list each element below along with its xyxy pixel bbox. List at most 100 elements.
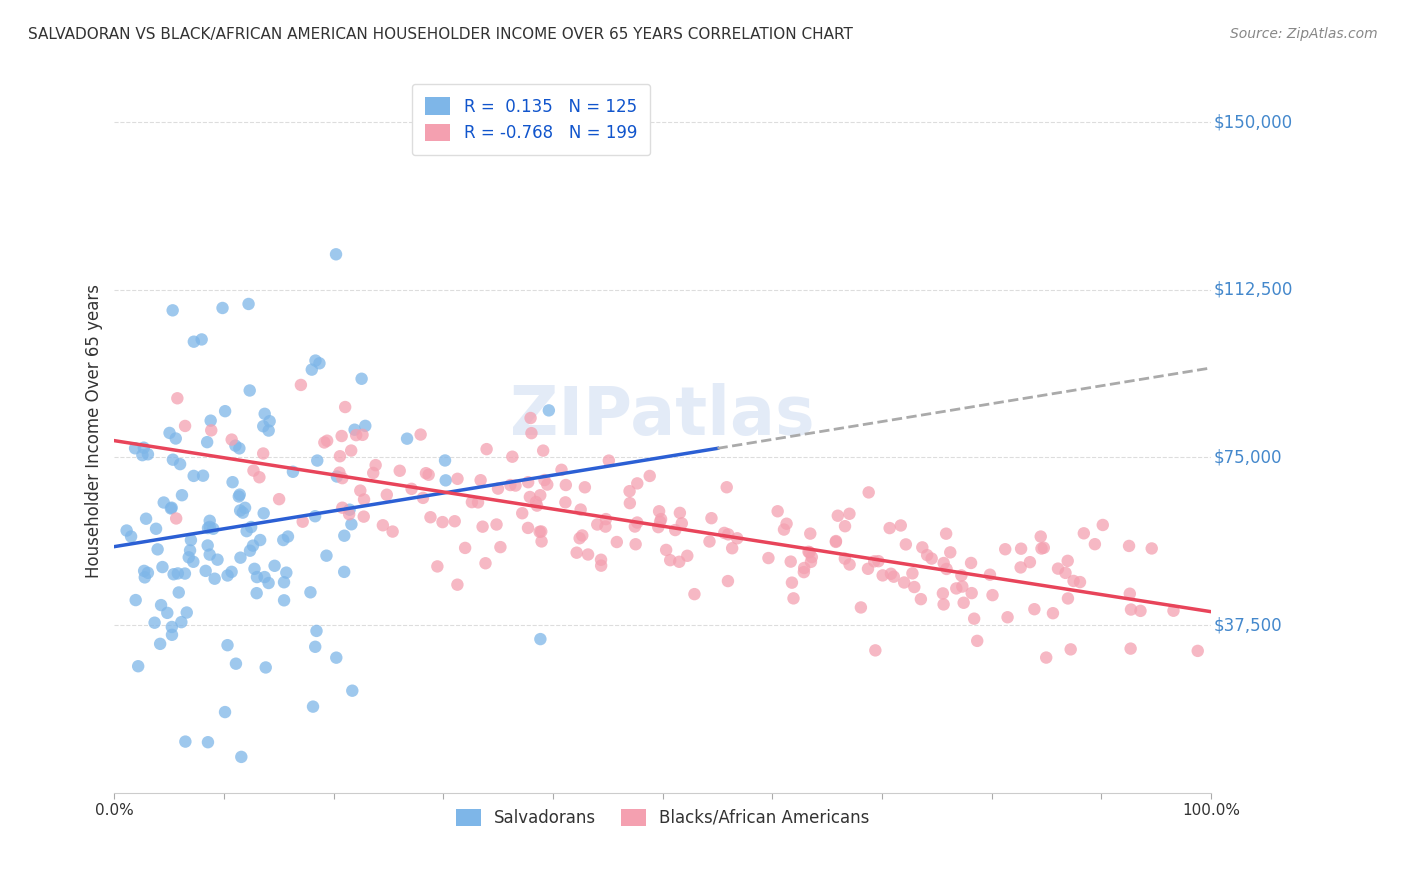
Point (1047, 561, 1070, 575)
Point (308, 356, 330, 370)
Point (529, 488, 551, 502)
Point (565, 546, 588, 560)
Point (330, 429, 353, 443)
Point (165, 432, 187, 446)
Point (418, 467, 440, 482)
Point (517, 475, 540, 490)
Point (1119, 602, 1142, 616)
Point (353, 492, 375, 507)
Point (197, 539, 219, 553)
Point (1024, 602, 1046, 616)
Point (249, 533, 271, 547)
Point (291, 515, 314, 529)
Point (966, 633, 988, 648)
Point (911, 541, 934, 555)
Point (134, 570, 156, 584)
Point (624, 519, 647, 533)
Point (598, 453, 620, 467)
Point (1031, 541, 1053, 556)
Point (773, 523, 796, 537)
Point (650, 512, 672, 526)
Point (524, 495, 547, 509)
Point (160, 501, 183, 516)
Point (169, 457, 191, 471)
Point (353, 509, 375, 524)
Point (606, 535, 628, 549)
Point (664, 523, 686, 537)
Point (174, 419, 197, 434)
Point (824, 535, 846, 549)
Point (342, 683, 364, 698)
Point (235, 524, 257, 538)
Point (273, 575, 295, 590)
Point (1010, 541, 1032, 556)
Point (960, 556, 983, 570)
Point (550, 463, 572, 477)
Point (960, 586, 983, 600)
Point (325, 650, 347, 665)
Point (471, 519, 494, 533)
Point (800, 550, 823, 565)
Point (162, 303, 184, 318)
Point (273, 593, 295, 607)
Point (197, 735, 219, 749)
Legend: Salvadorans, Blacks/African Americans: Salvadorans, Blacks/African Americans (447, 800, 879, 835)
Point (135, 512, 157, 526)
Point (198, 548, 221, 562)
Point (239, 543, 262, 558)
Point (979, 567, 1001, 582)
Point (499, 478, 522, 492)
Point (361, 466, 384, 480)
Point (176, 606, 198, 620)
Point (1042, 606, 1064, 620)
Point (619, 496, 641, 510)
Point (330, 500, 353, 515)
Point (865, 643, 887, 657)
Point (316, 434, 339, 448)
Point (717, 527, 740, 541)
Point (624, 537, 647, 551)
Point (669, 506, 692, 520)
Point (586, 517, 609, 532)
Point (950, 568, 973, 582)
Point (1187, 644, 1209, 658)
Point (156, 606, 179, 620)
Point (228, 442, 250, 456)
Point (901, 566, 924, 581)
Point (174, 734, 197, 748)
Point (758, 551, 780, 566)
Point (229, 503, 252, 517)
Point (202, 522, 225, 536)
Point (315, 549, 337, 563)
Point (671, 516, 693, 531)
Point (381, 524, 404, 539)
Point (146, 542, 169, 557)
Point (170, 615, 193, 629)
Point (1054, 566, 1077, 580)
Point (247, 470, 270, 484)
Y-axis label: Householder Income Over 65 years: Householder Income Over 65 years (86, 284, 103, 578)
Point (325, 247, 347, 261)
Point (290, 378, 312, 392)
Point (863, 554, 886, 568)
Point (1035, 650, 1057, 665)
Point (426, 559, 449, 574)
Point (354, 418, 377, 433)
Point (589, 553, 612, 567)
Point (239, 384, 262, 398)
Point (446, 472, 468, 486)
Point (474, 556, 496, 570)
Point (162, 452, 184, 467)
Point (254, 660, 277, 674)
Point (1032, 541, 1054, 555)
Point (281, 465, 304, 479)
Point (159, 425, 181, 440)
Point (124, 442, 146, 456)
Point (181, 555, 204, 569)
Point (343, 423, 366, 437)
Point (569, 502, 592, 516)
Point (350, 372, 373, 386)
Point (834, 551, 856, 566)
Point (825, 534, 848, 549)
Point (879, 521, 901, 535)
